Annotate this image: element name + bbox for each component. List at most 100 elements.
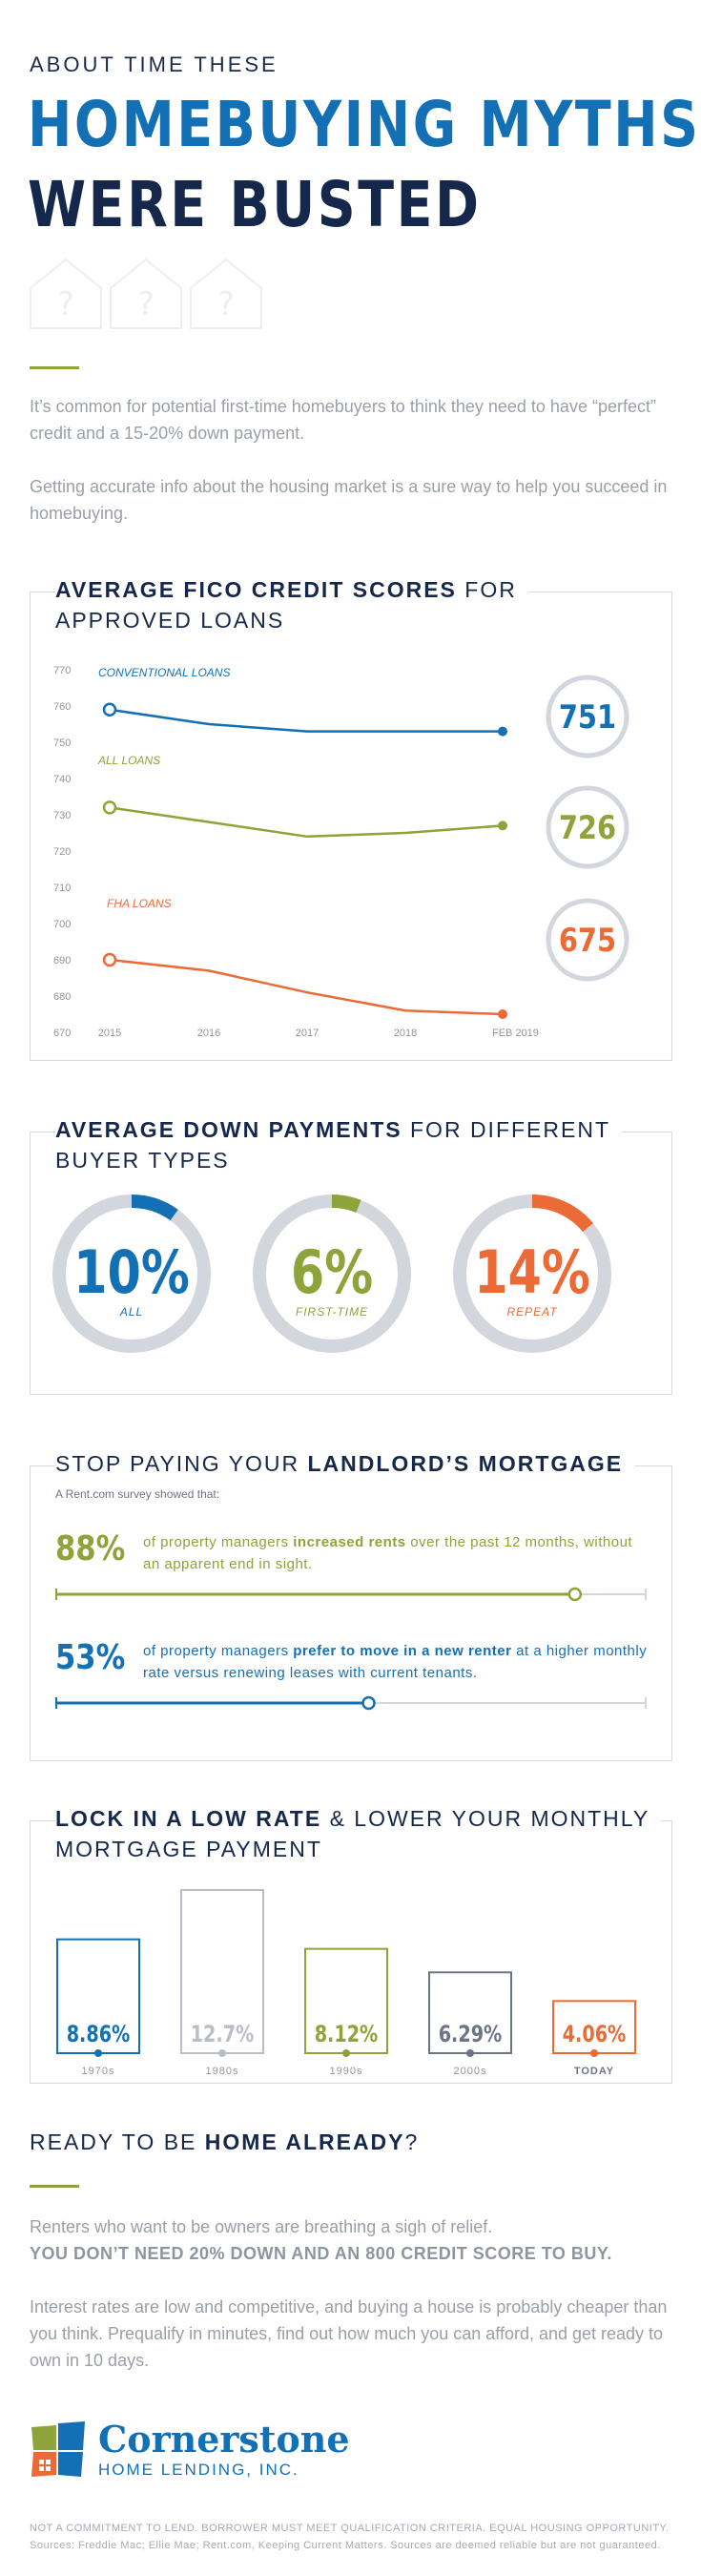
x-tick-label: 2016 [197,1028,220,1039]
question-houses-icon: ??? [30,258,262,329]
intro-paragraph-2: Getting accurate info about the housing … [30,477,668,523]
x-tick-label: 2018 [394,1028,417,1039]
rate-value-label: 4.06% [563,2022,627,2048]
x-tick-label: FEB 2019 [492,1028,539,1039]
stat-53-number: 53% [55,1638,126,1677]
ready-paragraph-1: Renters who want to be owners are breath… [30,2217,612,2263]
rate-bar [552,2000,636,2055]
y-tick-label: 700 [53,919,71,930]
rate-bar [428,1971,512,2054]
stat-88-progress [55,1587,647,1602]
fico-line-chart: 770 760 750 740 730 720 710 700 690 680 670 2015 201… [53,665,629,1039]
y-tick-label: 720 [53,846,71,858]
y-tick-label: 770 [53,665,71,676]
series-start-point [102,702,117,717]
score-badge-ring [546,785,629,869]
ready-paragraph-2: Interest rates are low and competitive, … [30,2297,668,2370]
landlord-subtitle: A Rent.com survey showed that: [55,1487,220,1501]
divider [30,366,79,369]
rate-bar-dot [94,2049,102,2057]
svg-text:?: ? [217,285,235,323]
score-badge-value: 675 [559,923,616,960]
y-tick-label: 680 [53,991,71,1003]
ring-percent: 10% [73,1238,190,1307]
y-tick-label: 740 [53,774,71,785]
rate-value-label: 6.29% [439,2022,503,2048]
rate-bar-chart: 8.86% 1970s 12.7% 1980s 8.12% 1990s 6.29% 2000s… [56,1889,636,2077]
main-title-line1: HOMEBUYING MYTHS [28,88,701,161]
score-badge-ring [546,898,629,982]
x-tick-label: 2017 [296,1028,319,1039]
y-tick-label: 730 [53,810,71,821]
score-badge-value: 726 [559,810,616,847]
fico-title-line2: APPROVED LOANS [55,606,297,635]
logo-subtitle: HOME LENDING, INC. [98,2461,299,2479]
rate-bar [180,1889,264,2054]
kicker-text: ABOUT TIME THESE [30,52,278,76]
series-line [109,958,504,1016]
series-line [109,708,503,733]
rate-value-label: 12.7% [191,2022,255,2048]
series-name: ALL LOANS [97,754,160,767]
stat-88-number: 88% [55,1529,126,1568]
intro-paragraph-1: It’s common for potential first-time hom… [30,397,656,443]
ring-arc [131,1195,178,1221]
score-badge-value: 751 [559,699,616,737]
rate-value-label: 8.12% [315,2022,379,2048]
fico-panel: AVERAGE FICO CREDIT SCORES FOR APPROVED … [30,575,672,1061]
ring-label: ALL [119,1305,143,1319]
ring-arc [531,1195,593,1233]
rate-bar-dot [590,2049,598,2057]
svg-text:?: ? [137,285,155,323]
rate-bar [56,1938,140,2054]
series-end-point [498,1009,507,1019]
series-end-point [498,726,507,737]
logo-name: Cornerstone [98,2418,350,2461]
series-name: CONVENTIONAL LOANS [98,666,230,679]
down-payment-panel: AVERAGE DOWN PAYMENTS FOR DIFFERENT BUYE… [30,1115,672,1395]
down-title-line2: BUYER TYPES [55,1146,241,1175]
divider-2 [30,2185,79,2188]
y-tick-label: 710 [53,883,71,894]
y-tick-label: 760 [53,701,71,713]
stat-53-text: of property managers prefer to move in a… [143,1643,648,1681]
ring-label: REPEAT [506,1305,558,1319]
main-title-line2: WERE BUSTED [28,168,482,241]
ring-percent: 14% [474,1238,590,1307]
ready-title: READY TO BE HOME ALREADY? [30,2129,420,2154]
rate-panel: LOCK IN A LOW RATE & LOWER YOUR MONTHLY … [30,1804,672,2084]
rate-category-label: TODAY [574,2066,614,2077]
rate-value-label: 8.86% [67,2022,131,2048]
rate-title-line2: MORTGAGE PAYMENT [55,1835,334,1864]
rate-category-label: 1970s [82,2066,115,2077]
series-start-point [102,952,117,967]
series-end-point [498,821,507,831]
fico-title: AVERAGE FICO CREDIT SCORES FOR [55,575,528,605]
down-title: AVERAGE DOWN PAYMENTS FOR DIFFERENT [55,1115,622,1145]
ring-percent: 6% [291,1238,373,1307]
y-tick-label: 690 [53,955,71,966]
ring-label: FIRST-TIME [296,1305,368,1319]
series-name: FHA LOANS [107,897,172,910]
disclaimer-line-2: Sources: Freddie Mac; Ellie Mae; Rent.co… [30,2540,661,2551]
series-start-point [102,800,117,815]
rate-bar-dot [218,2049,226,2057]
rate-category-label: 2000s [454,2066,487,2077]
down-payment-rings: 10%ALL 6%FIRST-TIME 14%REPEAT [52,1195,611,1353]
series-line [109,806,504,839]
rate-category-label: 1990s [330,2066,363,2077]
y-tick-label: 750 [53,737,71,749]
rate-category-label: 1980s [206,2066,239,2077]
y-tick-label: 670 [53,1028,71,1039]
ring-arc [331,1195,361,1213]
rate-bar-dot [342,2049,350,2057]
stat-88-text: of property managers increased rents ove… [143,1534,633,1572]
svg-text:?: ? [57,285,74,323]
disclaimer-line-1: NOT A COMMITMENT TO LEND. BORROWER MUST … [30,2523,670,2534]
rate-title: LOCK IN A LOW RATE & LOWER YOUR MONTHLY [55,1804,662,1834]
stat-53-progress [55,1695,647,1711]
landlord-panel: STOP PAYING YOUR LANDLORD’S MORTGAGE A R… [30,1449,672,1761]
rate-bar-dot [466,2049,474,2057]
x-tick-label: 2015 [98,1028,121,1039]
score-badge-ring [546,675,629,758]
